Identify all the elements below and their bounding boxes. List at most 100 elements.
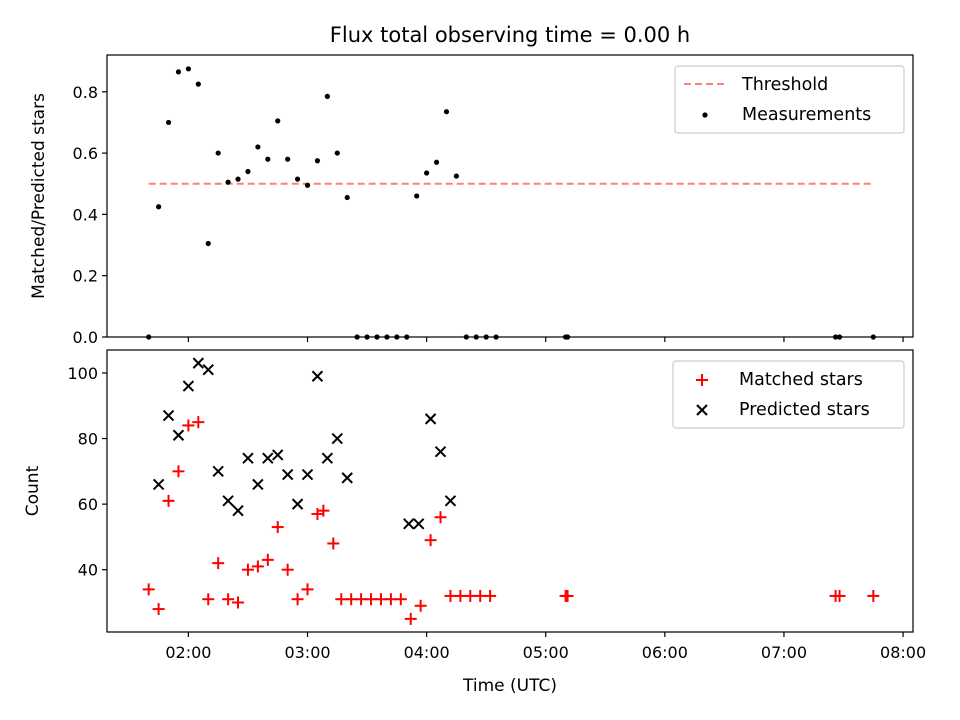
count-y-tick-label: 60 <box>78 495 98 514</box>
measurement-point <box>255 144 261 150</box>
matched-star-point <box>867 589 880 602</box>
predicted-star-stroke-b <box>232 504 244 517</box>
ratio-y-tick-label: 0.0 <box>73 328 98 347</box>
count-x-tick-label: 03:00 <box>284 643 330 662</box>
matched-star-point <box>327 537 340 550</box>
measurement-point <box>195 81 201 87</box>
count-x-tick-label: 04:00 <box>404 643 450 662</box>
matched-star-point <box>301 583 314 596</box>
ratio-y-tick-label: 0.4 <box>73 205 98 224</box>
measurement-point <box>275 118 281 124</box>
matched-star-point <box>212 557 225 570</box>
measurement-point <box>175 69 182 75</box>
measurement-point <box>344 194 350 201</box>
matched-star-point <box>261 553 274 566</box>
predicted-star-stroke-b <box>341 472 353 484</box>
measurement-point <box>443 109 450 115</box>
matched-star-point <box>232 596 245 609</box>
legend-matched-swatch <box>696 374 708 386</box>
predicted-star-stroke-b <box>162 409 175 422</box>
predicted-star-point <box>311 370 324 382</box>
predicted-star-point <box>341 472 353 484</box>
predicted-star-stroke-b <box>311 370 324 382</box>
matched-star-point <box>394 593 407 606</box>
legend-matched-label: Matched stars <box>739 370 863 390</box>
matched-star-point <box>142 583 155 596</box>
measurement-point <box>424 170 430 176</box>
legend-measurements-label: Measurements <box>742 105 871 125</box>
ratio-panel: 0.00.20.40.60.8 Matched/Predicted stars … <box>29 54 914 347</box>
predicted-star-point <box>412 518 425 530</box>
measurement-point <box>245 168 251 175</box>
legend-predicted-swatch <box>696 404 708 416</box>
predicted-star-stroke-b <box>172 429 185 441</box>
measurement-point <box>165 119 172 126</box>
count-legend-box <box>672 360 905 429</box>
predicted-star-stroke-b <box>291 498 304 510</box>
matched-star-point <box>182 419 195 432</box>
matched-star-point <box>833 589 846 602</box>
ratio-y-tick-label: 0.2 <box>73 267 98 286</box>
predicted-star-stroke-b <box>212 465 224 478</box>
predicted-star-point <box>242 452 254 464</box>
count-y-tick-label: 40 <box>78 561 98 580</box>
count-x-tick-label: 02:00 <box>165 643 211 662</box>
predicted-star-point <box>152 478 165 491</box>
predicted-star-point <box>182 380 195 392</box>
predicted-star-point <box>162 409 175 422</box>
legend-measurements-swatch <box>702 112 708 118</box>
predicted-star-point <box>172 429 185 441</box>
matched-star-point <box>484 589 497 602</box>
predicted-star-stroke-b <box>202 363 214 376</box>
figure-title: Flux total observing time = 0.00 h <box>330 23 690 47</box>
predicted-star-stroke-b <box>242 452 254 464</box>
measurement-point <box>205 240 211 247</box>
matched-star-point <box>251 560 264 573</box>
ratio-y-axis-label: Matched/Predicted stars <box>29 93 49 299</box>
ratio-ticks: 0.0 0.2 0.4 0.6 0.8 <box>73 83 904 347</box>
predicted-star-stroke-b <box>272 449 284 461</box>
matched-star-point <box>241 563 254 576</box>
matched-star-point <box>271 521 284 534</box>
matched-star-point <box>414 599 427 612</box>
count-x-tick-label: 08:00 <box>880 643 926 662</box>
count-legend: Matched stars Predicted stars <box>672 360 905 429</box>
count-y-axis-label: Count <box>23 465 43 516</box>
predicted-star-stroke-b <box>252 478 264 491</box>
legend-predicted-label: Predicted stars <box>739 400 870 420</box>
count-panel: 40 60 80 100 02:00 03:00 04:00 05:00 06:00 07:00 0… <box>23 349 926 696</box>
predicted-star-point <box>321 452 334 464</box>
predicted-star-stroke-b <box>301 468 314 481</box>
matched-star-point <box>152 603 165 616</box>
predicted-star-point <box>291 498 304 510</box>
matched-star-point <box>291 593 304 606</box>
x-axis-label: Time (UTC) <box>462 676 557 696</box>
measurement-point <box>285 156 291 162</box>
measurement-point <box>453 173 459 179</box>
predicted-star-point <box>434 445 447 458</box>
predicted-star-point <box>331 432 343 445</box>
predicted-star-point <box>232 504 244 517</box>
measurement-point <box>433 159 440 165</box>
measurement-point <box>314 158 321 164</box>
measurement-point <box>215 150 221 156</box>
legend-threshold-label: Threshold <box>741 75 828 95</box>
matched-star-point <box>404 612 417 625</box>
predicted-star-stroke-b <box>262 452 274 464</box>
matched-star-point <box>434 511 447 524</box>
measurement-point <box>334 150 340 156</box>
ratio-panel-frame <box>106 54 914 338</box>
predicted-star-point <box>272 449 284 461</box>
predicted-star-stroke-b <box>222 495 234 507</box>
matched-star-point <box>222 593 235 606</box>
matched-star-point <box>162 494 175 507</box>
predicted-star-point <box>403 518 415 530</box>
matched-star-point <box>192 416 205 429</box>
count-marks <box>142 357 880 625</box>
measurement-point <box>225 179 231 185</box>
predicted-star-stroke-b <box>444 495 457 507</box>
predicted-star-point <box>212 465 224 478</box>
predicted-star-point <box>252 478 264 491</box>
predicted-star-stroke-b <box>434 445 447 458</box>
